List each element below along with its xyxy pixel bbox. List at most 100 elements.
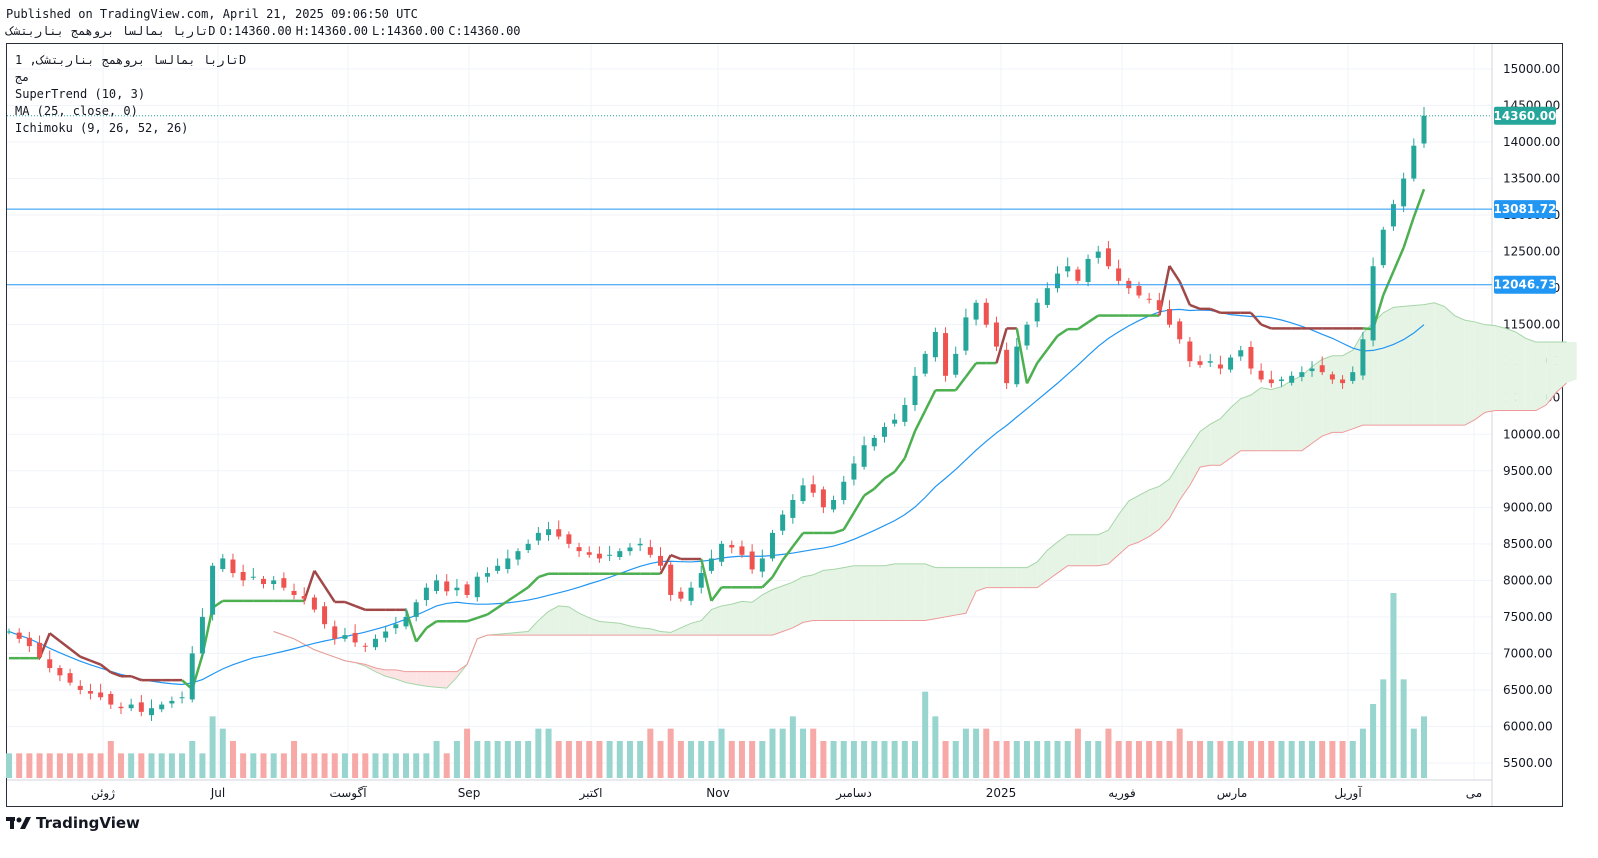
ichimoku-cloud-segment — [1047, 542, 1058, 581]
candle-body — [1055, 273, 1061, 289]
ichimoku-cloud-segment — [568, 606, 580, 636]
y-tick-label: 5500.00 — [1503, 756, 1553, 770]
supertrend-segment — [404, 609, 418, 643]
candle-body — [708, 558, 714, 571]
candle-body — [912, 375, 918, 406]
candle-body — [77, 685, 83, 690]
volume-bar — [1207, 741, 1214, 778]
legend-ichimoku[interactable]: Ichimoku (9, 26, 52, 26) — [15, 121, 189, 135]
x-tick-label: مارس — [1217, 786, 1248, 801]
volume-bar — [606, 741, 613, 778]
volume-bar — [708, 741, 715, 778]
candle-body — [688, 587, 694, 601]
supertrend-segment — [527, 576, 540, 589]
supertrend-segment — [79, 655, 91, 662]
volume-bar — [514, 741, 521, 778]
y-tick-label: 8500.00 — [1503, 537, 1553, 551]
candle-body — [37, 642, 43, 658]
volume-bar — [107, 741, 114, 778]
candle-body — [1238, 350, 1244, 357]
volume-bar — [596, 741, 603, 778]
candle-body — [1187, 341, 1193, 362]
y-tick-label: 8000.00 — [1503, 573, 1553, 587]
ichimoku-cloud-segment — [528, 620, 539, 636]
volume-bar — [423, 753, 430, 778]
volume-bar — [209, 716, 216, 778]
price-badge — [1494, 106, 1556, 125]
volume-bar — [800, 728, 807, 778]
ichimoku-cloud-segment — [446, 671, 457, 689]
ichimoku-cloud-segment — [1505, 328, 1516, 411]
y-tick-label: 11500.00 — [1503, 318, 1560, 332]
volume-bar — [128, 753, 135, 778]
candle-body — [1248, 346, 1254, 369]
x-tick-label: 2025 — [986, 786, 1017, 800]
ichimoku-cloud-segment — [670, 627, 681, 636]
legend-supertrend[interactable]: SuperTrend (10, 3) — [15, 87, 146, 101]
volume-bar — [168, 753, 175, 778]
ichimoku-cloud-segment — [721, 604, 732, 636]
candle-body — [1268, 379, 1274, 384]
supertrend-segment — [1412, 188, 1426, 218]
candle-body — [1014, 346, 1020, 385]
volume-bar — [1329, 741, 1336, 778]
ichimoku-cloud-segment — [1210, 418, 1221, 466]
y-tick-label: 6500.00 — [1503, 683, 1553, 697]
ichimoku-cloud-segment — [711, 605, 722, 636]
candle-body — [149, 708, 155, 716]
supertrend-segment — [995, 328, 1008, 364]
legend-ma[interactable]: MA (25, close, 0) — [15, 104, 138, 118]
volume-bar — [555, 741, 562, 778]
supertrend-segment — [130, 675, 142, 682]
ichimoku-cloud-segment — [1271, 386, 1282, 451]
supertrend-segment — [48, 632, 61, 643]
candle-body — [362, 645, 368, 647]
candle-body — [576, 547, 582, 552]
candle-body — [108, 693, 114, 705]
volume-bar — [545, 728, 552, 778]
ichimoku-cloud-segment — [548, 605, 559, 636]
supertrend-segment — [89, 659, 102, 666]
candle-body — [98, 692, 104, 698]
volume-bar — [688, 741, 695, 778]
volume-bar — [891, 741, 898, 778]
supertrend-segment — [354, 604, 366, 611]
ichimoku-cloud-segment — [1067, 534, 1078, 566]
chart-frame[interactable] — [6, 43, 1563, 807]
candle-body — [698, 573, 704, 588]
candle-body — [678, 591, 684, 599]
candle-body — [1350, 372, 1356, 381]
y-tick-label: 9000.00 — [1503, 500, 1553, 514]
volume-bar — [565, 741, 572, 778]
ichimoku-cloud-segment — [864, 565, 875, 621]
ichimoku-cloud-segment — [1546, 342, 1557, 406]
supertrend-segment — [700, 558, 713, 602]
ichimoku-cloud-segment — [619, 623, 630, 636]
volume-bar — [382, 753, 389, 778]
supertrend-segment — [1209, 307, 1221, 314]
volume-bar — [840, 741, 847, 778]
volume-bar — [341, 753, 348, 778]
ichimoku-cloud-segment — [1261, 387, 1272, 451]
ichimoku-cloud-segment — [1342, 350, 1353, 433]
supertrend-segment — [913, 410, 927, 432]
volume-bar — [1359, 728, 1366, 778]
tradingview-brand[interactable]: TradingView — [6, 814, 140, 832]
supertrend-segment — [1249, 311, 1263, 326]
candle-body — [454, 587, 460, 591]
ichimoku-cloud-segment — [1332, 355, 1343, 433]
candle-body — [993, 322, 999, 347]
volume-bar — [535, 728, 542, 778]
x-tick-label: Nov — [706, 786, 729, 800]
brand-label: TradingView — [36, 814, 140, 832]
candle-body — [932, 331, 938, 358]
candle-body — [291, 590, 297, 595]
volume-bar — [1115, 741, 1122, 778]
supertrend-segment — [1025, 362, 1039, 385]
supertrend-segment — [1392, 247, 1405, 272]
volume-bar — [36, 753, 43, 778]
candle-body — [1024, 324, 1030, 346]
candle-body — [810, 484, 816, 493]
ichimoku-cloud-segment — [731, 601, 742, 636]
